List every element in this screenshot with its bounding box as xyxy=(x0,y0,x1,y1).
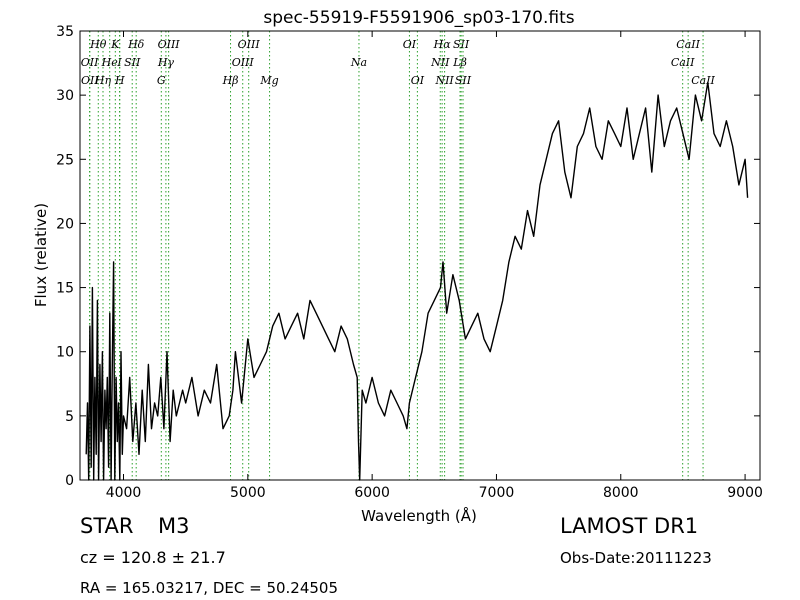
line-label-17: Na xyxy=(350,56,367,69)
line-label-6: I xyxy=(116,56,122,69)
line-label-14: OIII xyxy=(232,56,255,69)
series-line-flux xyxy=(85,81,749,481)
y-tick-label-5: 25 xyxy=(56,152,74,168)
line-label-18: OI xyxy=(403,38,417,51)
x-axis: 4000 5000 6000 7000 8000 9000 xyxy=(106,31,763,501)
observation-date: Obs-Date:20111223 xyxy=(560,549,712,567)
x-tick-label-4: 8000 xyxy=(603,485,639,501)
line-label-20: NII xyxy=(430,56,450,69)
line-label-27: CaII xyxy=(676,38,700,51)
line-label-5: K xyxy=(110,38,120,51)
x-tick-label-0: 4000 xyxy=(106,485,142,501)
line-label-2: Hθ xyxy=(89,38,107,51)
x-axis-label: Wavelength (Å) xyxy=(361,506,477,525)
line-label-8: SII xyxy=(124,56,141,69)
line-label-10: G xyxy=(157,74,166,87)
line-label-12: OIII xyxy=(158,38,181,51)
line-label-3: Hη xyxy=(94,74,112,87)
object-class: STAR xyxy=(80,514,134,538)
line-label-28: CaII xyxy=(691,74,715,87)
plot-frame xyxy=(79,30,761,481)
line-label-15: OIII xyxy=(238,38,261,51)
y-tick-label-0: 0 xyxy=(65,473,74,489)
line-label-7: H xyxy=(114,74,125,87)
line-label-13: Hβ xyxy=(222,74,239,87)
line-label-23: Lβ xyxy=(452,56,467,69)
y-tick-label-2: 10 xyxy=(56,345,74,361)
x-tick-label-1: 5000 xyxy=(230,485,266,501)
y-tick-label-4: 20 xyxy=(56,216,74,232)
line-label-16: Mg xyxy=(259,74,278,87)
chart-title: spec-55919-F5591906_sp03-170.fits xyxy=(263,8,574,28)
line-label-25: SII xyxy=(455,74,472,87)
line-label-22: NII xyxy=(434,74,454,87)
spectral-line-markers: OII OII Hθ Hη He KIH SII Hδ G Hγ OIII Hβ OIII OIII Mg N… xyxy=(81,31,716,480)
line-label-19: OI xyxy=(411,74,425,87)
line-label-24: SII xyxy=(453,38,470,51)
y-tick-label-7: 35 xyxy=(56,24,74,40)
x-tick-label-2: 6000 xyxy=(354,485,390,501)
y-axis: 0 5 10 15 20 25 30 35 xyxy=(56,24,760,489)
line-label-26: CaII xyxy=(671,56,695,69)
object-subclass: M3 xyxy=(158,514,190,538)
y-tick-label-1: 5 xyxy=(65,409,74,425)
line-label-4: He xyxy=(101,56,119,69)
x-tick-label-5: 9000 xyxy=(727,485,763,501)
survey-name: LAMOST DR1 xyxy=(560,514,699,538)
x-tick-label-3: 7000 xyxy=(479,485,515,501)
line-label-9: Hδ xyxy=(127,38,145,51)
line-label-21: Hα xyxy=(433,38,452,51)
line-label-0: OII xyxy=(81,56,99,69)
coordinates: RA = 165.03217, DEC = 50.24505 xyxy=(80,579,339,597)
y-tick-label-3: 15 xyxy=(56,281,74,297)
y-tick-label-6: 30 xyxy=(56,88,74,104)
line-label-1: OII xyxy=(81,74,99,87)
redshift-value: cz = 120.8 ± 21.7 xyxy=(80,548,226,567)
y-axis-label: Flux (relative) xyxy=(32,203,50,307)
line-label-11: Hγ xyxy=(157,56,175,69)
